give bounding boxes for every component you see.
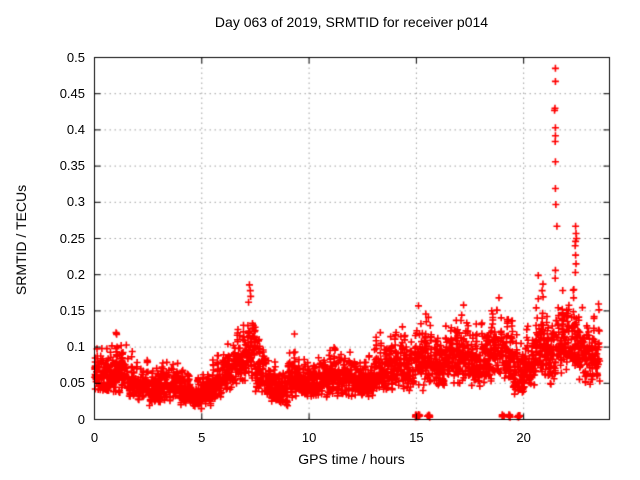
y-tick-label: 0 [77,411,85,427]
y-tick-label: 0.05 [59,375,85,391]
x-tick-label: 15 [409,430,424,445]
y-tick-label: 0.5 [66,49,85,65]
y-tick-label: 0.25 [59,230,85,246]
x-tick-label: 20 [516,430,531,445]
chart-title: Day 063 of 2019, SRMTID for receiver p01… [214,14,489,30]
y-tick-label: 0.4 [66,121,85,137]
y-tick-label: 0.1 [66,339,85,355]
y-tick-label: 0.15 [59,302,85,318]
y-tick-label: 0.3 [66,194,85,210]
x-tick-label: 10 [301,430,317,445]
x-tick-label: 5 [198,430,206,445]
x-tick-label: 0 [90,430,99,445]
y-tick-label: 0.45 [59,85,85,101]
x-axis-title: GPS time / hours [298,451,405,467]
y-tick-label: 0.2 [66,266,85,282]
y-tick-label: 0.35 [59,158,85,174]
